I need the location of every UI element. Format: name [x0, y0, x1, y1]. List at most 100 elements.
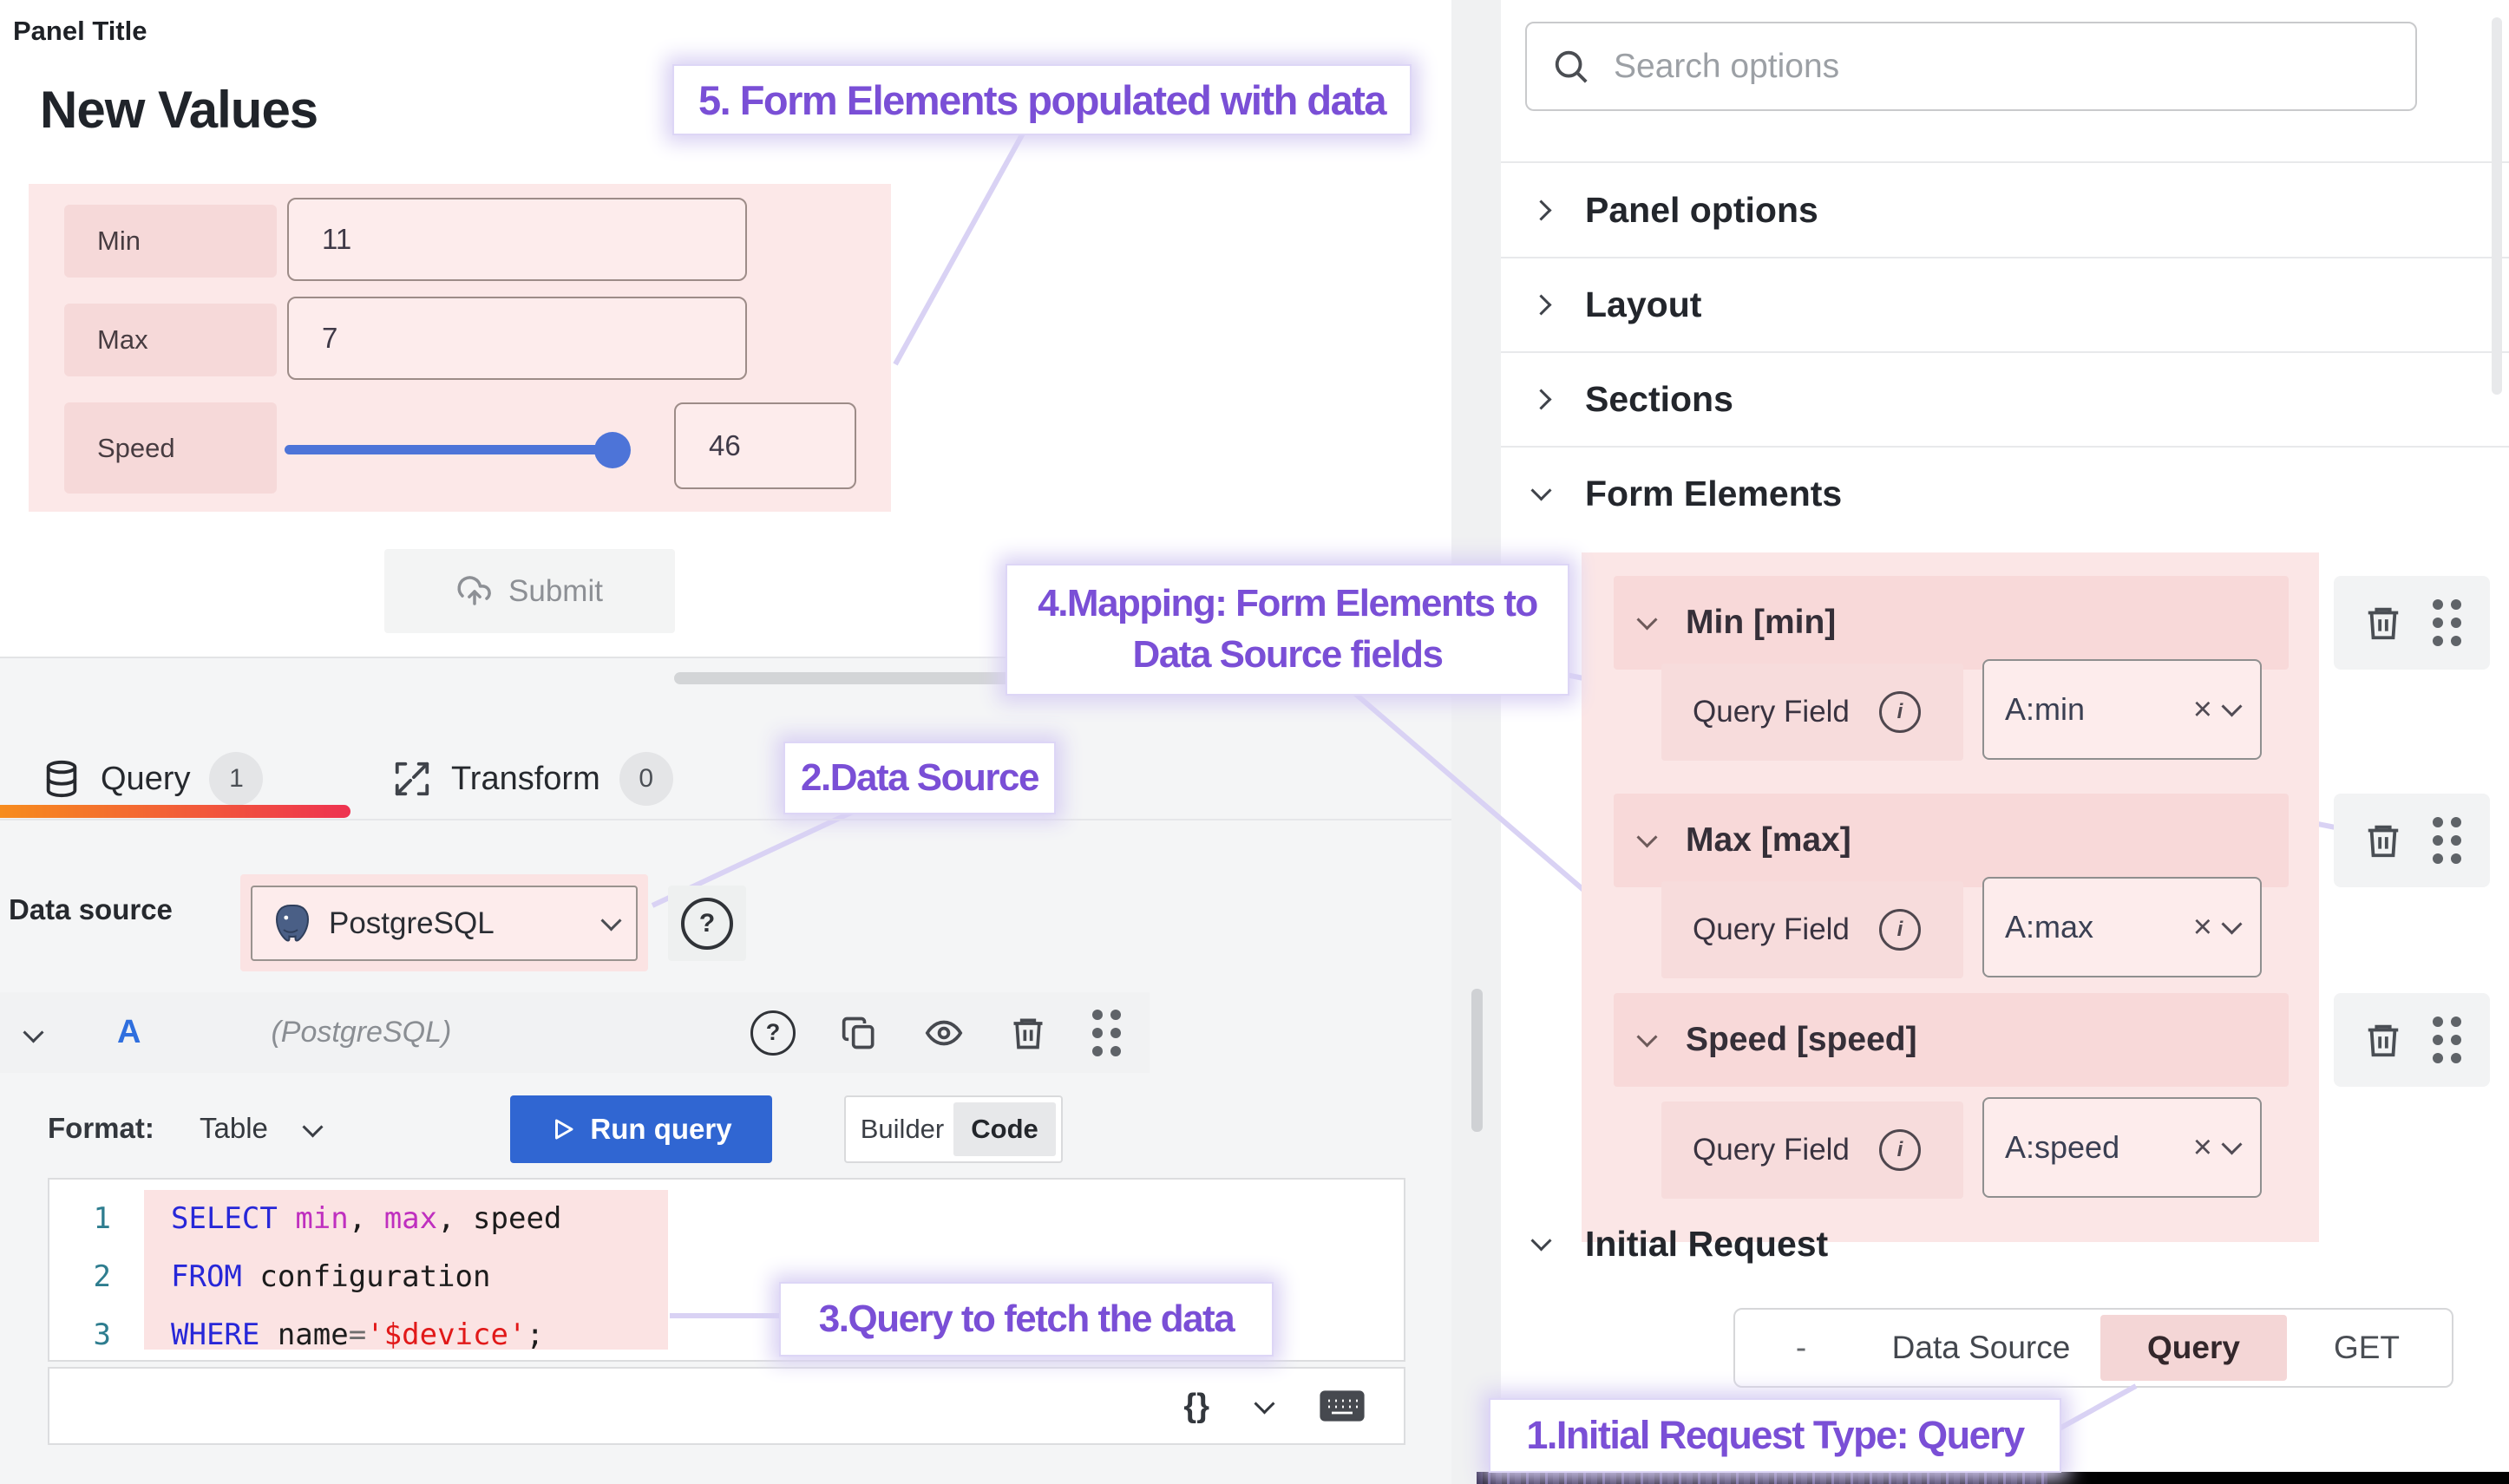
run-query-button[interactable]: Run query — [510, 1095, 772, 1163]
info-icon[interactable]: i — [1878, 691, 1921, 733]
format-select-value: Table — [200, 1112, 268, 1144]
query-field-select-max[interactable]: A:max × — [1982, 877, 2262, 977]
initial-request-type-group: - Data Source Query GET — [1733, 1308, 2453, 1388]
tab-transform-count-badge: 0 — [619, 752, 673, 806]
drag-handle-icon[interactable] — [2432, 599, 2461, 646]
code-token: '$device' — [366, 1317, 527, 1352]
chevron-down-icon[interactable] — [1254, 1392, 1275, 1415]
section-divider — [1501, 257, 2509, 258]
tab-query[interactable]: Query 1 — [42, 744, 264, 814]
request-type-get[interactable]: GET — [2333, 1330, 2401, 1365]
trash-icon[interactable] — [2363, 1020, 2403, 1060]
drag-handle-icon[interactable] — [2432, 1017, 2461, 1063]
submit-button-label: Submit — [508, 573, 603, 608]
code-line[interactable]: WHERE name='$device'; — [171, 1317, 561, 1352]
request-type-query[interactable]: Query — [2100, 1315, 2287, 1381]
tab-query-count-badge: 1 — [209, 752, 264, 806]
speed-label: Speed — [64, 402, 277, 494]
info-icon[interactable]: i — [1878, 909, 1921, 951]
submit-button[interactable]: Submit — [384, 549, 675, 633]
code-token: = — [348, 1317, 367, 1352]
trash-icon[interactable] — [1009, 1014, 1047, 1052]
drag-handle-icon[interactable] — [2432, 817, 2461, 864]
tab-transform[interactable]: Transform 0 — [392, 744, 673, 814]
panel-heading: New Values — [40, 81, 318, 139]
form-element-max-header[interactable]: Max [max] — [1614, 794, 2289, 887]
form-element-speed-header[interactable]: Speed [speed] — [1614, 993, 2289, 1087]
keyboard-icon[interactable] — [1320, 1389, 1365, 1423]
vertical-scrollbar[interactable] — [1471, 989, 1483, 1132]
min-input[interactable] — [287, 198, 747, 281]
options-search[interactable] — [1525, 22, 2417, 111]
section-form-elements[interactable]: Form Elements — [1501, 447, 2509, 540]
trash-icon[interactable] — [2363, 820, 2403, 860]
chevron-right-icon — [1530, 293, 1552, 316]
datasource-select[interactable]: PostgreSQL — [251, 886, 638, 961]
section-sections[interactable]: Sections — [1501, 352, 2509, 446]
clear-icon[interactable]: × — [2192, 690, 2212, 728]
query-ref-datasource-hint: (PostgreSQL) — [271, 1016, 452, 1049]
chevron-right-icon — [1530, 388, 1552, 410]
chevron-down-icon[interactable] — [2221, 695, 2243, 717]
options-search-input[interactable] — [1612, 46, 2391, 87]
help-circle-icon[interactable]: ? — [750, 1010, 796, 1056]
trash-icon[interactable] — [2363, 603, 2403, 643]
panel-query-divider — [0, 657, 1451, 658]
datasource-help-button[interactable]: ? — [668, 886, 746, 961]
format-select[interactable]: Table — [200, 1112, 324, 1145]
code-line[interactable]: FROM configuration — [171, 1259, 561, 1294]
pane-resize-gutter[interactable] — [1451, 0, 1501, 1484]
chevron-down-icon[interactable] — [2221, 912, 2243, 935]
speed-slider-track[interactable] — [285, 445, 618, 454]
request-type-none[interactable]: - — [1795, 1330, 1807, 1365]
options-scrollbar[interactable] — [2492, 17, 2502, 395]
clear-icon[interactable]: × — [2192, 1128, 2212, 1166]
code-line-number: 1 — [93, 1201, 111, 1236]
eye-icon[interactable] — [924, 1013, 964, 1053]
cloud-upload-icon — [456, 573, 493, 610]
clear-icon[interactable]: × — [2192, 908, 2212, 945]
chevron-down-icon — [1530, 1229, 1552, 1252]
section-panel-options[interactable]: Panel options — [1501, 163, 2509, 257]
braces-icon[interactable]: {} — [1183, 1387, 1209, 1424]
horizontal-scrollbar[interactable] — [674, 672, 1025, 684]
speed-slider-handle[interactable] — [594, 432, 631, 468]
section-initial-request[interactable]: Initial Request — [1501, 1197, 2509, 1291]
duplicate-icon[interactable] — [841, 1014, 879, 1052]
max-input[interactable] — [287, 297, 747, 380]
annotation-4-line2: Data Source fields — [1132, 633, 1444, 676]
database-icon — [42, 759, 82, 799]
request-type-datasource[interactable]: Data Source — [1891, 1330, 2071, 1365]
postgresql-logo-icon — [270, 902, 311, 945]
info-icon[interactable]: i — [1878, 1129, 1921, 1171]
transform-icon — [392, 759, 432, 799]
form-element-min-actions — [2334, 576, 2490, 670]
run-query-label: Run query — [590, 1113, 732, 1145]
speed-input[interactable] — [674, 402, 856, 489]
query-field-label-text: Query Field — [1693, 912, 1850, 946]
query-field-select-value: A:min — [2005, 691, 2086, 727]
code-token: max — [383, 1201, 438, 1236]
code-token: min — [295, 1201, 349, 1236]
annotation-3: 3.Query to fetch the data — [779, 1282, 1274, 1357]
drag-handle-icon[interactable] — [1092, 1009, 1121, 1056]
chevron-down-icon[interactable] — [2221, 1133, 2243, 1155]
code-token: ; — [526, 1317, 544, 1352]
code-line[interactable]: SELECT min, max, speed — [171, 1201, 561, 1236]
section-divider — [1501, 351, 2509, 353]
code-token: , — [348, 1201, 384, 1236]
form-element-min-header[interactable]: Min [min] — [1614, 576, 2289, 670]
section-label: Sections — [1585, 378, 1733, 419]
chevron-down-icon[interactable] — [23, 1022, 44, 1043]
query-field-select-speed[interactable]: A:speed × — [1982, 1097, 2262, 1198]
play-icon — [550, 1116, 576, 1142]
section-layout[interactable]: Layout — [1501, 258, 2509, 351]
code-option[interactable]: Code — [953, 1102, 1056, 1156]
format-label: Format: — [48, 1112, 154, 1144]
builder-option[interactable]: Builder — [860, 1114, 945, 1144]
query-ref-row[interactable]: A (PostgreSQL) ? — [0, 992, 1150, 1073]
code-lines[interactable]: SELECT min, max, speed FROM configuration… — [171, 1201, 561, 1352]
sql-code-highlight — [144, 1190, 668, 1350]
query-field-select-min[interactable]: A:min × — [1982, 659, 2262, 760]
